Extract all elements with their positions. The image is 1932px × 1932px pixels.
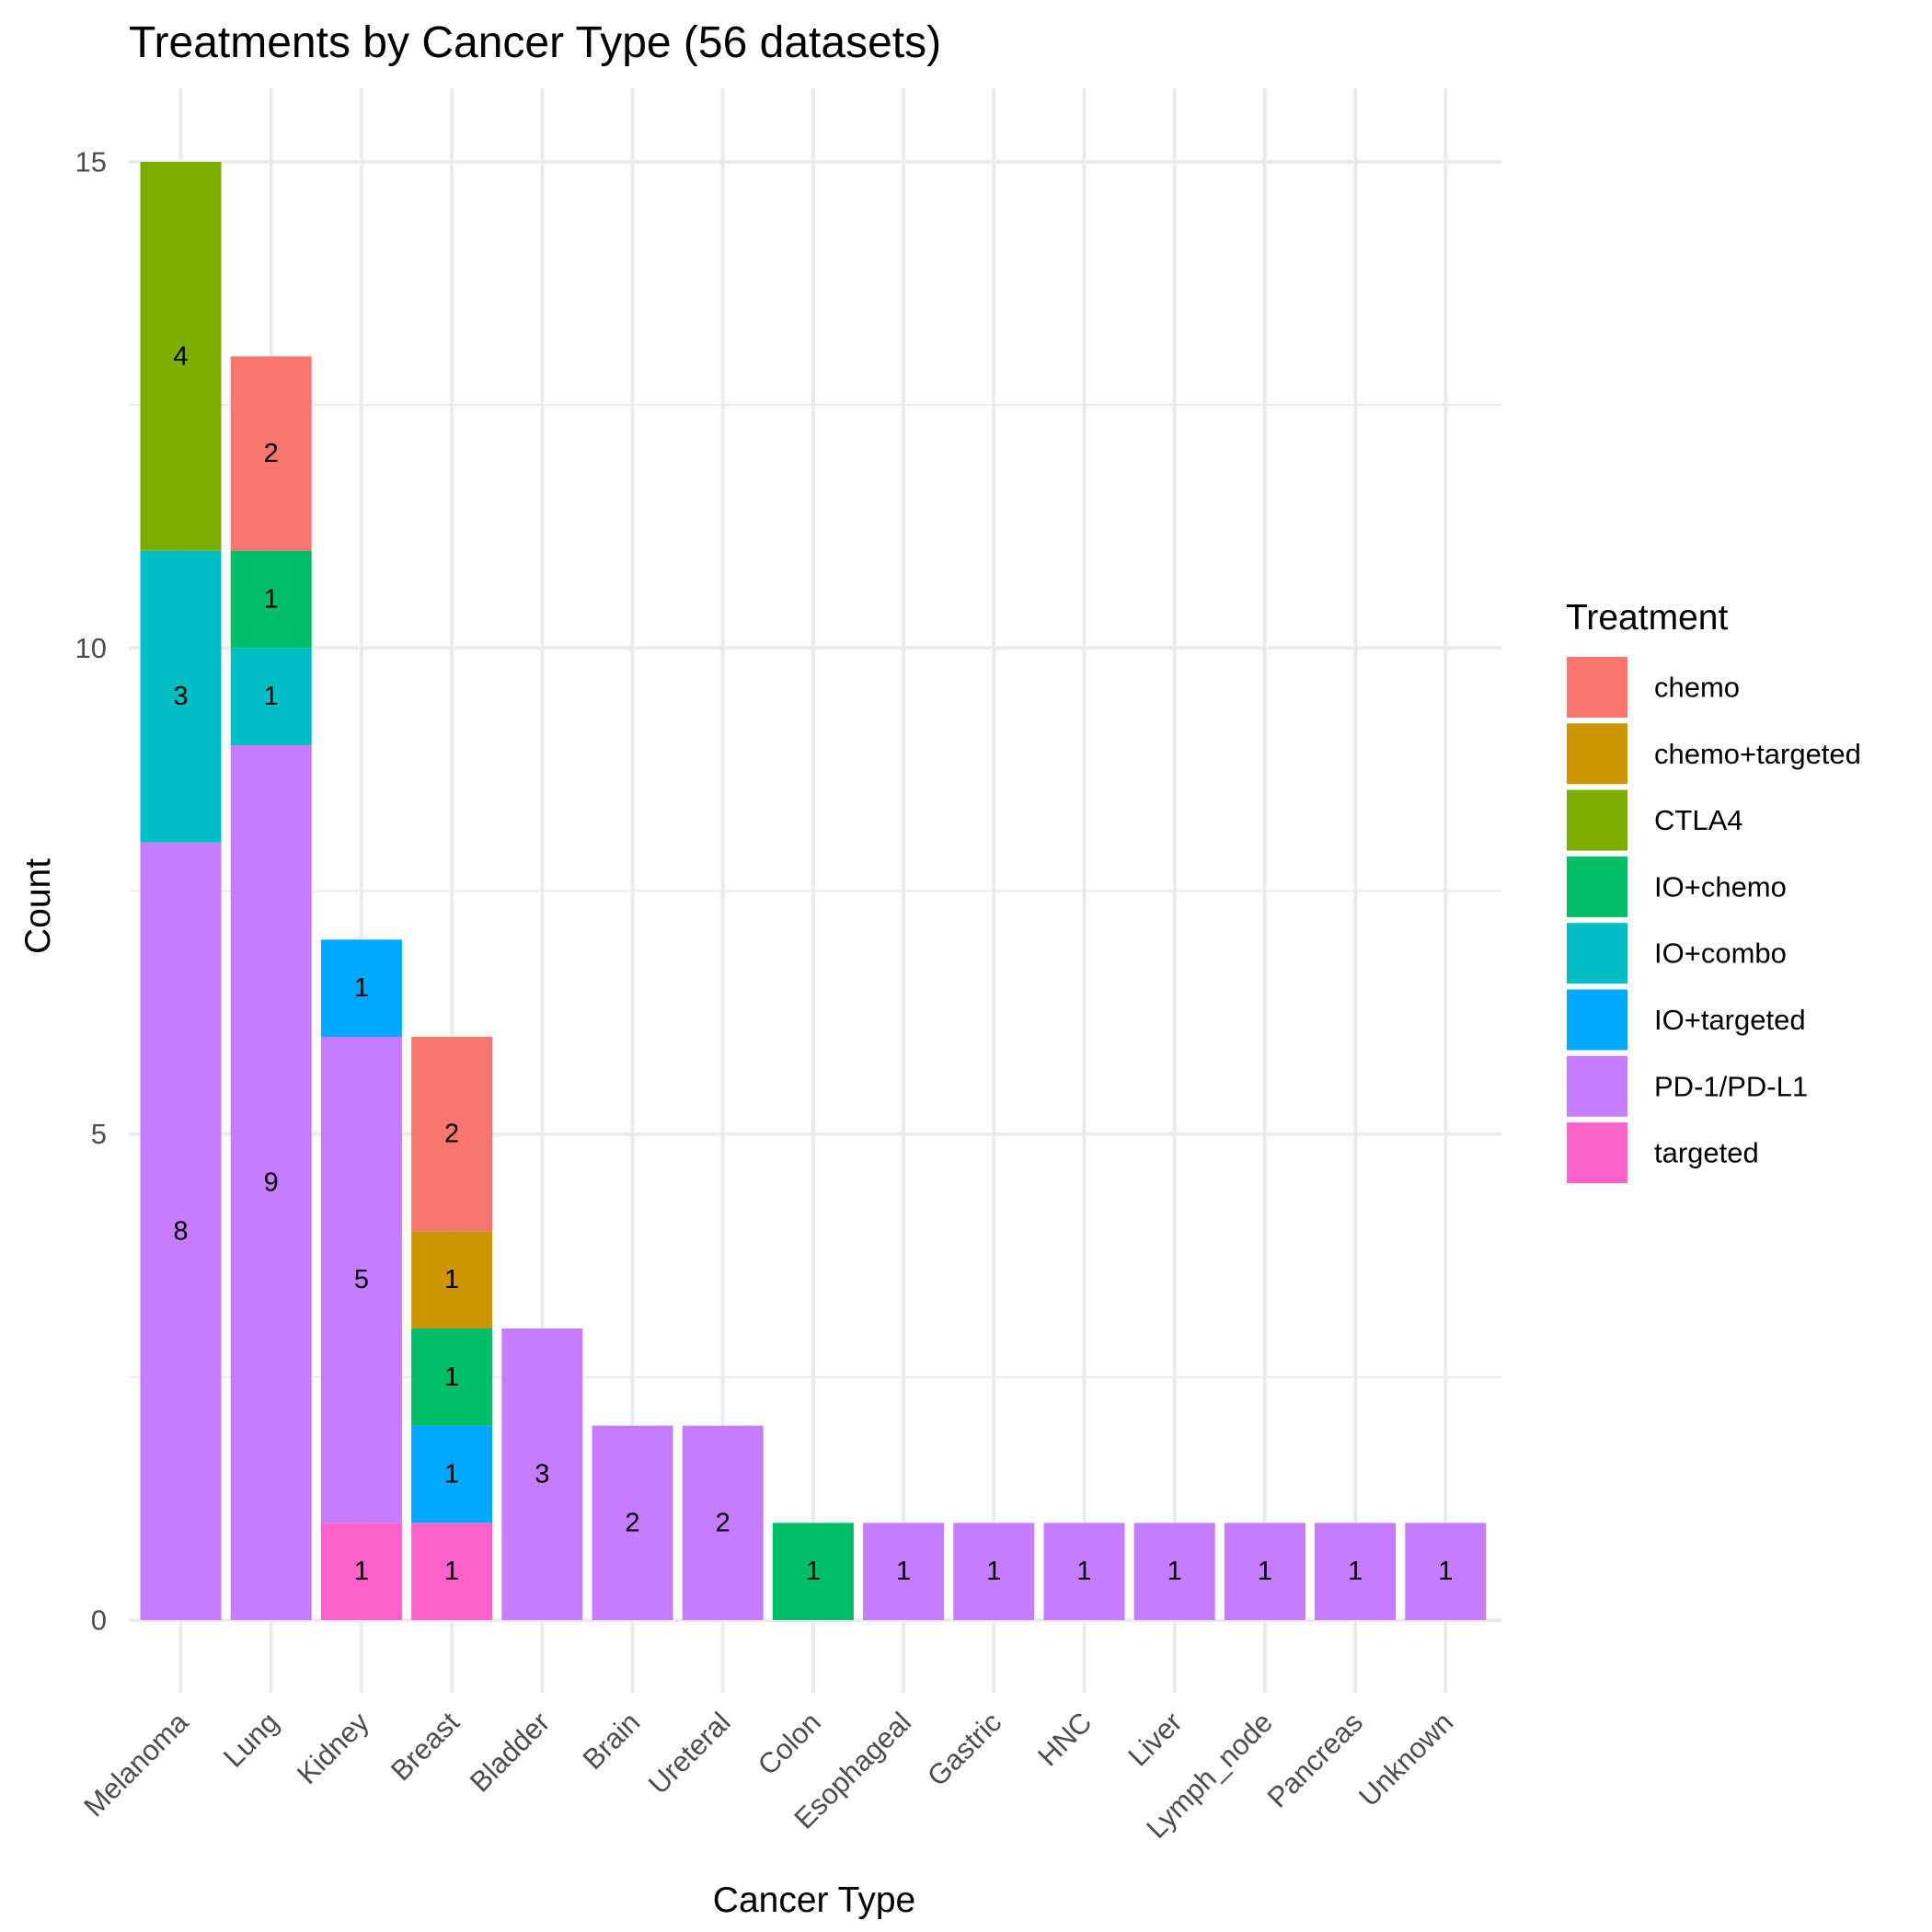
legend-label: IO+chemo bbox=[1654, 870, 1787, 903]
legend-items: chemo chemo+targeted CTLA4 IO+chemo IO+combo… bbox=[1567, 657, 1861, 1184]
data-label: 2 bbox=[716, 1508, 730, 1537]
bar-segment-melanoma-ctla4 bbox=[140, 162, 222, 551]
bar-segment-lung-pd-1-pd-l1 bbox=[230, 745, 312, 1620]
data-label: 2 bbox=[264, 439, 279, 468]
chart-title: Treatments by Cancer Type (56 datasets) bbox=[129, 18, 941, 67]
legend-label: IO+targeted bbox=[1654, 1004, 1806, 1036]
data-label: 3 bbox=[173, 682, 188, 711]
data-label: 4 bbox=[173, 341, 188, 371]
bar-segment-lung-chemo bbox=[230, 356, 312, 551]
legend-key-chemo-targeted bbox=[1567, 723, 1627, 785]
bar-segment-lung-io-combo bbox=[230, 648, 312, 745]
y-axis: 0 5 10 15 bbox=[75, 146, 107, 1637]
data-label: 1 bbox=[806, 1557, 821, 1586]
bar-segment-breast-io-chemo bbox=[411, 1328, 493, 1426]
y-tick-label: 5 bbox=[91, 1118, 107, 1150]
y-axis-title: Count bbox=[18, 858, 58, 954]
legend-label: chemo bbox=[1654, 672, 1740, 704]
bar-segment-ureteral-pd-1-pd-l1 bbox=[682, 1425, 764, 1620]
bar-segment-melanoma-io-combo bbox=[140, 550, 222, 843]
bar-segment-esophageal-pd-1-pd-l1 bbox=[863, 1523, 945, 1620]
legend-label: targeted bbox=[1654, 1137, 1759, 1169]
x-axis-title: Cancer Type bbox=[713, 1880, 915, 1920]
data-label: 1 bbox=[1258, 1557, 1272, 1586]
bar-segment-hnc-pd-1-pd-l1 bbox=[1043, 1523, 1125, 1620]
legend-key-pd-1-pd-l1 bbox=[1567, 1055, 1627, 1117]
bar-segment-breast-chemo bbox=[411, 1037, 493, 1232]
bar-segment-pancreas-pd-1-pd-l1 bbox=[1315, 1523, 1397, 1620]
data-label: 1 bbox=[444, 1265, 459, 1294]
bar-segment-liver-pd-1-pd-l1 bbox=[1133, 1523, 1215, 1620]
data-label: 1 bbox=[444, 1557, 459, 1586]
data-label: 2 bbox=[625, 1508, 639, 1537]
bar-segment-breast-io-targeted bbox=[411, 1425, 493, 1524]
data-label: 3 bbox=[535, 1460, 549, 1489]
legend-label: CTLA4 bbox=[1654, 804, 1742, 836]
data-label: 1 bbox=[444, 1363, 459, 1392]
data-label: 8 bbox=[173, 1216, 188, 1246]
data-label: 5 bbox=[354, 1265, 369, 1294]
data-label: 1 bbox=[444, 1460, 459, 1489]
bar-segment-lymph-node-pd-1-pd-l1 bbox=[1224, 1523, 1305, 1620]
data-label: 1 bbox=[986, 1557, 1001, 1586]
y-tick-label: 0 bbox=[91, 1604, 107, 1637]
data-label: 1 bbox=[1076, 1557, 1091, 1586]
data-label: 1 bbox=[264, 585, 279, 615]
y-tick-label: 15 bbox=[75, 146, 107, 178]
data-label: 2 bbox=[444, 1120, 459, 1149]
legend-label: IO+combo bbox=[1654, 937, 1787, 970]
legend-label: PD-1/PD-L1 bbox=[1654, 1070, 1808, 1102]
bar-segment-kidney-io-targeted bbox=[320, 939, 402, 1037]
legend-key-io-chemo bbox=[1567, 856, 1627, 917]
bars bbox=[140, 162, 1487, 1620]
bar-segment-melanoma-pd-1-pd-l1 bbox=[140, 842, 222, 1620]
bar-labels: 8 3 4 9 1 1 2 1 5 1 1 1 1 1 2 3 2 2 1 1 1 1 1 1 1 1 bbox=[173, 341, 1453, 1586]
data-label: 1 bbox=[1167, 1557, 1182, 1586]
legend-key-chemo bbox=[1567, 657, 1627, 718]
legend: Treatment chemo chemo+targeted CTLA4 IO+che… bbox=[1566, 598, 1861, 1184]
bar-segment-brain-pd-1-pd-l1 bbox=[592, 1425, 673, 1620]
bar-segment-breast-chemo-targeted bbox=[411, 1231, 493, 1328]
legend-label: chemo+targeted bbox=[1654, 738, 1861, 770]
data-label: 1 bbox=[1438, 1557, 1453, 1586]
legend-key-targeted bbox=[1567, 1122, 1627, 1184]
data-label: 1 bbox=[264, 682, 279, 711]
legend-key-io-targeted bbox=[1567, 989, 1627, 1051]
y-tick-label: 10 bbox=[75, 632, 107, 664]
bar-segment-kidney-pd-1-pd-l1 bbox=[320, 1037, 402, 1524]
data-label: 1 bbox=[896, 1557, 911, 1586]
legend-title: Treatment bbox=[1566, 598, 1728, 638]
bar-segment-colon-io-chemo bbox=[772, 1523, 854, 1620]
bar-segment-gastric-pd-1-pd-l1 bbox=[953, 1523, 1035, 1620]
data-label: 1 bbox=[1348, 1557, 1363, 1586]
legend-key-ctla4 bbox=[1567, 789, 1627, 851]
data-label: 1 bbox=[354, 973, 369, 1003]
bar-segment-breast-targeted bbox=[411, 1523, 493, 1620]
bar-segment-unknown-pd-1-pd-l1 bbox=[1405, 1523, 1487, 1620]
data-label: 9 bbox=[264, 1168, 279, 1198]
legend-key-io-combo bbox=[1567, 923, 1627, 984]
data-label: 1 bbox=[354, 1557, 369, 1586]
bar-segment-lung-io-chemo bbox=[230, 550, 312, 649]
bar-segment-kidney-targeted bbox=[320, 1523, 402, 1620]
bar-segment-bladder-pd-1-pd-l1 bbox=[501, 1328, 583, 1620]
